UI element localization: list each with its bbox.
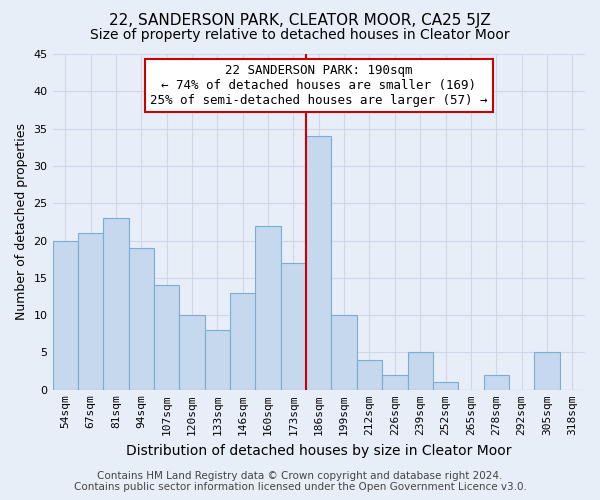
Bar [534,352,560,390]
Y-axis label: Number of detached properties: Number of detached properties [15,124,28,320]
Bar [357,360,382,390]
Bar [103,218,128,390]
Text: 22 SANDERSON PARK: 190sqm
← 74% of detached houses are smaller (169)
25% of semi: 22 SANDERSON PARK: 190sqm ← 74% of detac… [150,64,488,107]
Bar [230,293,256,390]
Bar [205,330,230,390]
Bar [306,136,331,390]
Bar [331,315,357,390]
Bar [78,233,103,390]
Bar [484,375,509,390]
Bar [382,375,407,390]
Bar [179,315,205,390]
Text: Contains HM Land Registry data © Crown copyright and database right 2024.
Contai: Contains HM Land Registry data © Crown c… [74,471,526,492]
Bar [256,226,281,390]
Text: 22, SANDERSON PARK, CLEATOR MOOR, CA25 5JZ: 22, SANDERSON PARK, CLEATOR MOOR, CA25 5… [109,12,491,28]
Bar [407,352,433,390]
X-axis label: Distribution of detached houses by size in Cleator Moor: Distribution of detached houses by size … [126,444,512,458]
Bar [433,382,458,390]
Text: Size of property relative to detached houses in Cleator Moor: Size of property relative to detached ho… [90,28,510,42]
Bar [53,240,78,390]
Bar [128,248,154,390]
Bar [281,263,306,390]
Bar [154,286,179,390]
